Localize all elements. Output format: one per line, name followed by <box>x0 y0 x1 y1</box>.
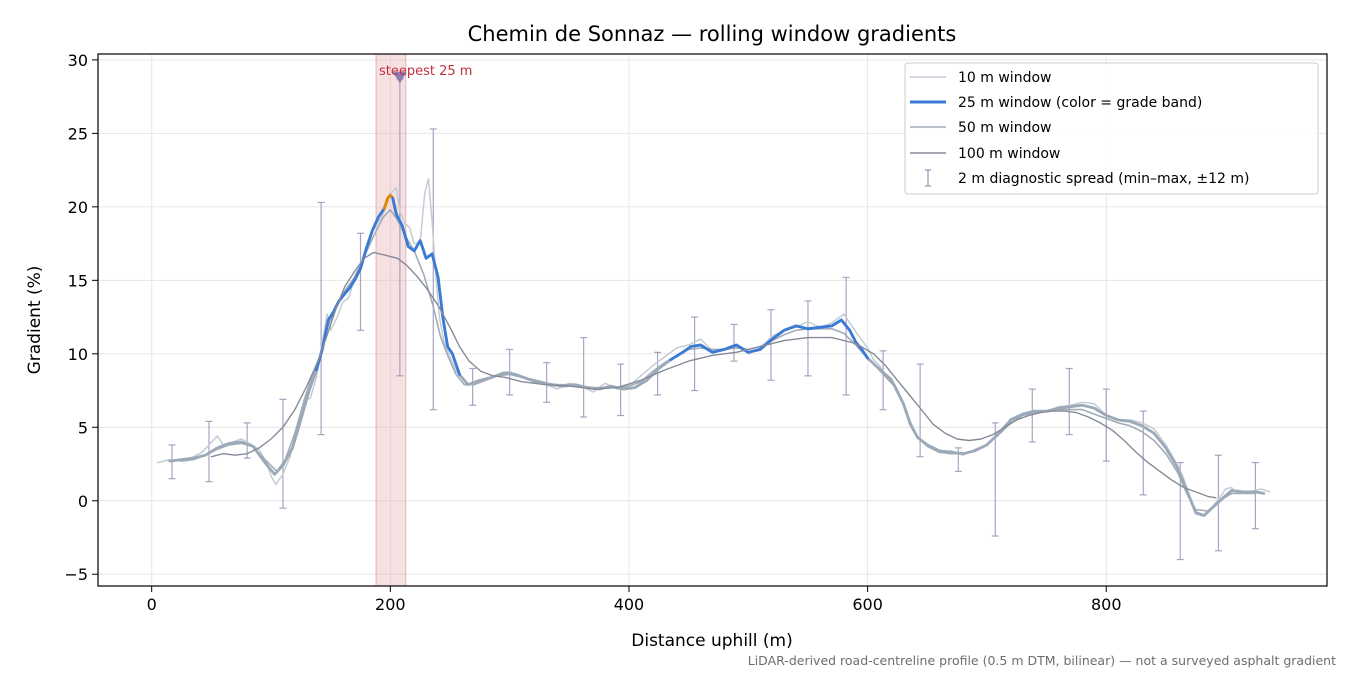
footnote: LiDAR-derived road-centreline profile (0… <box>748 653 1336 668</box>
steepest-band <box>375 53 407 587</box>
grid <box>98 54 1327 586</box>
spread-bar <box>279 398 287 509</box>
spread-bar <box>243 422 251 459</box>
x-tick-label: 800 <box>1091 595 1122 614</box>
series-line-3 <box>210 251 1217 499</box>
y-tick-label: 15 <box>68 271 88 290</box>
spread-bar <box>804 300 812 377</box>
marker-layer <box>392 72 407 84</box>
legend-swatch-spread <box>925 169 931 187</box>
spread-bar <box>357 232 365 331</box>
x-tick-label: 200 <box>375 595 406 614</box>
legend-label-10m: 10 m window <box>958 70 1051 86</box>
spread-bar <box>691 316 699 392</box>
steepest-band-layer <box>375 53 407 587</box>
spread-bar <box>730 323 738 362</box>
series-lines <box>156 178 1271 517</box>
y-tick-label: 30 <box>68 51 88 70</box>
spread-bar <box>767 309 775 381</box>
y-axis-title: Gradient (%) <box>25 266 45 375</box>
x-tick-label: 400 <box>614 595 645 614</box>
spread-bar <box>879 350 887 411</box>
grade-band-segment <box>391 196 461 376</box>
axis-ticks: 0 200 400 600 800 −5 0 5 10 15 20 25 30 <box>64 51 1121 614</box>
y-tick-label: 20 <box>68 198 88 217</box>
legend-label-100m: 100 m window <box>958 146 1060 162</box>
grade-band-segment <box>315 196 390 372</box>
spread-bar <box>1028 388 1036 443</box>
y-tick-label: 0 <box>78 492 88 511</box>
y-tick-label: 5 <box>78 418 88 437</box>
spread-bar <box>1065 367 1073 436</box>
y-tick-label: −5 <box>64 565 88 584</box>
y-tick-label: 25 <box>68 124 88 143</box>
legend-label-25m: 25 m window (color = grade band) <box>958 95 1202 111</box>
x-axis-title: Distance uphill (m) <box>631 631 792 651</box>
spread-bar <box>317 201 325 436</box>
steepest-annotation: steepest 25 m <box>379 64 472 79</box>
plot-frame <box>97 53 1328 587</box>
x-tick-label: 600 <box>852 595 883 614</box>
legend-label-spread: 2 m diagnostic spread (min–max, ±12 m) <box>958 171 1249 187</box>
spread-bar <box>1251 461 1259 530</box>
spread-bar <box>991 422 999 537</box>
spread-bar <box>916 363 924 458</box>
chart-title: Chemin de Sonnaz — rolling window gradie… <box>468 22 957 46</box>
legend-box <box>904 62 1319 195</box>
spread-bar <box>429 128 437 411</box>
spread-bar <box>580 337 588 418</box>
y-tick-label: 10 <box>68 345 88 364</box>
grade-band-segment <box>669 318 869 362</box>
spread-bar <box>469 367 477 406</box>
x-tick-label: 0 <box>147 595 157 614</box>
spread-bar <box>1102 388 1110 462</box>
legend: 10 m window 25 m window (color = grade b… <box>904 62 1319 195</box>
legend-label-50m: 50 m window <box>958 120 1051 136</box>
steepest-marker <box>392 72 407 84</box>
